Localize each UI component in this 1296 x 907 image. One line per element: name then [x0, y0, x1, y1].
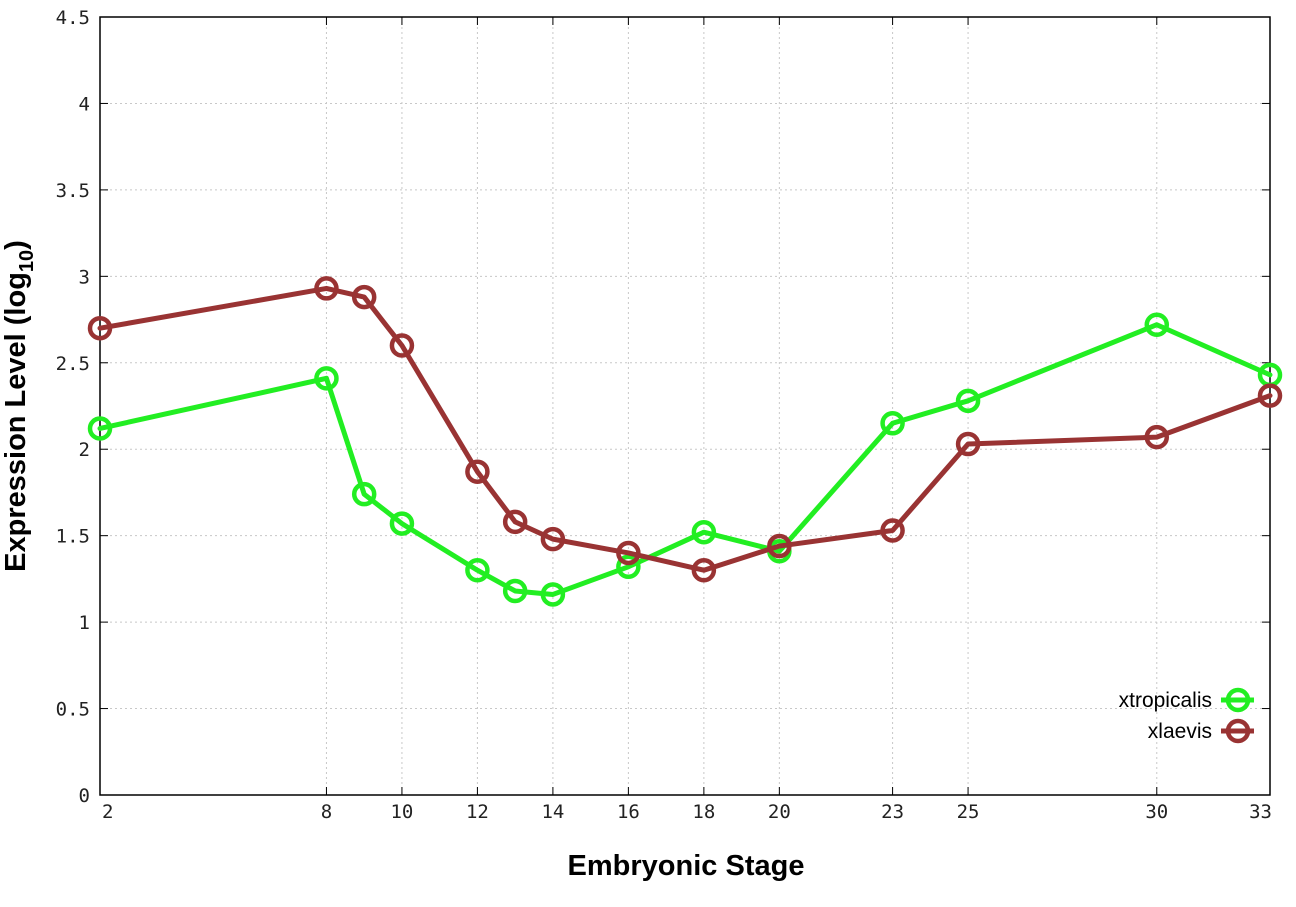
data-point-xtropicalis [351, 481, 377, 507]
data-point-xtropicalis [502, 578, 528, 604]
data-point-xlaevis [465, 459, 490, 484]
data-point-xtropicalis [389, 511, 415, 536]
y-tick-label: 2.5 [56, 353, 90, 375]
x-tick-label: 33 [1249, 801, 1272, 823]
x-tick-label: 23 [881, 801, 904, 823]
x-tick-label: 10 [390, 801, 413, 823]
y-axis-title-close: ) [0, 240, 32, 250]
y-axis-title: Expression Level (log10) [0, 240, 38, 572]
x-tick-label: 25 [957, 801, 980, 823]
x-tick-label: 2 [102, 801, 113, 823]
data-point-xlaevis [691, 557, 717, 583]
legend-entry-xtropicalis: xtropicalis [1119, 687, 1254, 713]
data-point-xlaevis [351, 284, 377, 310]
x-axis-title: Embryonic Stage [568, 850, 805, 882]
y-axis-title-main: Expression Level (log [0, 272, 32, 572]
x-tick-label: 12 [466, 801, 489, 823]
x-tick-label: 18 [692, 801, 715, 823]
x-tick-label: 20 [768, 801, 791, 823]
y-tick-label: 1.5 [56, 526, 90, 548]
grid [100, 17, 1270, 795]
legend-swatch-marker-xtropicalis [1225, 687, 1251, 713]
legend-label-xlaevis: xlaevis [1148, 720, 1212, 743]
data-point-xlaevis [502, 509, 528, 535]
axis-ticks: 0 0.5 1 1.5 2 2.5 3 3.5 4 4.5 2 8 10 12 14 16 18 20 23 25 30… [56, 7, 1272, 823]
data-point-xlaevis [955, 431, 981, 457]
y-tick-label: 0 [79, 785, 90, 807]
series-line-xtropicalis [97, 322, 1273, 597]
legend-label-xtropicalis: xtropicalis [1119, 689, 1212, 712]
x-tick-label: 30 [1145, 801, 1168, 823]
y-tick-label: 3 [79, 266, 90, 288]
data-point-xlaevis [880, 518, 905, 543]
plot-frame [99, 16, 1271, 796]
data-point-xlaevis [616, 540, 641, 566]
data-point-xlaevis [1144, 424, 1170, 450]
data-point-xtropicalis [540, 582, 566, 607]
data-point-xtropicalis [880, 411, 905, 436]
x-tick-label: 8 [321, 801, 332, 823]
data-point-xlaevis [767, 533, 792, 559]
legend-entry-xlaevis: xlaevis [1148, 718, 1254, 744]
data-point-xtropicalis [955, 388, 981, 414]
data-point-xtropicalis [465, 557, 490, 583]
series-xlaevis [87, 276, 1283, 583]
data-point-xlaevis [389, 333, 415, 358]
x-tick-label: 16 [617, 801, 640, 823]
y-tick-label: 4 [79, 93, 90, 115]
y-tick-label: 1 [79, 612, 90, 634]
series-line-xlaevis [97, 285, 1273, 573]
y-tick-label: 4.5 [56, 7, 90, 29]
data-point-xlaevis [540, 526, 566, 552]
data-point-xlaevis [1257, 383, 1283, 408]
y-tick-label: 2 [79, 439, 90, 461]
data-point-xtropicalis [87, 416, 113, 441]
data-point-xtropicalis [314, 366, 339, 391]
x-tick-label: 14 [541, 801, 564, 823]
data-point-xlaevis [87, 315, 113, 341]
data-point-xtropicalis [1144, 312, 1170, 337]
data-point-xtropicalis [691, 519, 717, 545]
y-tick-label: 3.5 [56, 180, 90, 202]
legend-swatch-marker-xlaevis [1225, 718, 1251, 744]
series-xtropicalis [87, 312, 1283, 607]
y-tick-label: 0.5 [56, 699, 90, 721]
legend: xtropicalis xlaevis [1119, 687, 1254, 744]
y-axis-title-subscript: 10 [16, 250, 38, 272]
series-group [87, 276, 1283, 607]
data-point-xlaevis [314, 276, 339, 301]
data-point-xtropicalis [616, 554, 641, 580]
